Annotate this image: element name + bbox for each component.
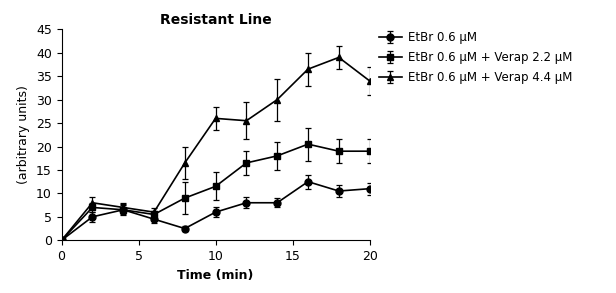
X-axis label: Time (min): Time (min) (177, 269, 254, 282)
Title: Resistant Line: Resistant Line (160, 13, 272, 27)
Y-axis label: (arbitrary units): (arbitrary units) (17, 85, 30, 184)
Legend: EtBr 0.6 μM, EtBr 0.6 μM + Verap 2.2 μM, EtBr 0.6 μM + Verap 4.4 μM: EtBr 0.6 μM, EtBr 0.6 μM + Verap 2.2 μM,… (379, 31, 572, 84)
